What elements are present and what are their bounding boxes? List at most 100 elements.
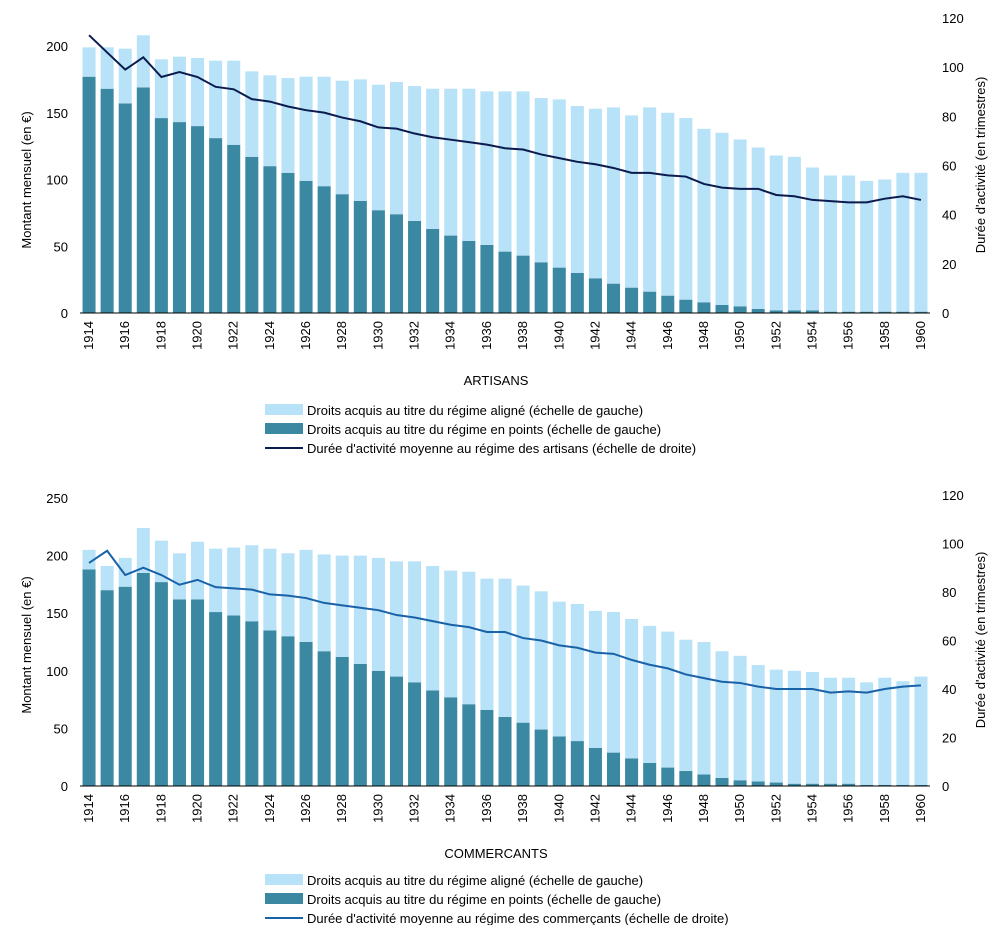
panel-2-line-series [88, 549, 922, 694]
panel-2-bar-aligned-1935 [462, 571, 476, 705]
panel-1-bar-points-1951 [751, 309, 765, 313]
panel-2-bar-aligned-1950 [733, 655, 747, 781]
panel-1-bar-points-1942 [588, 278, 602, 313]
panel-1-legend-entry: Durée d'activité moyenne au régime des a… [307, 441, 696, 456]
panel-2-bar-aligned-1953 [787, 670, 801, 784]
panel-2-bar-points-1958 [878, 784, 892, 786]
panel-1-bar-aligned-1948 [697, 128, 711, 303]
panel-2-bar-points-1920 [191, 599, 205, 786]
panel-1-bar-points-1925 [281, 172, 295, 313]
panel-1-y-right-axis-label: Durée d'activité (en trimestres) [973, 77, 988, 254]
panel-2-x-tick-label: 1950 [732, 794, 747, 823]
panel-1-y-right-tick-label: 120 [942, 11, 964, 26]
panel-2-bar-aligned-1951 [751, 665, 765, 782]
panel-2-bar-points-1939 [534, 729, 548, 786]
panel-1-bar-aligned-1946 [661, 112, 675, 296]
panel-2-bar-aligned-1948 [697, 642, 711, 775]
panel-2-bar-aligned-1934 [444, 570, 458, 698]
panel-2-bar-aligned-1918 [154, 540, 168, 583]
panel-1-x-tick-label: 1914 [81, 321, 96, 350]
panel-1-bar-aligned-1918 [154, 59, 168, 119]
panel-2-bar-points-1915 [100, 590, 114, 786]
panel-2-bar-points-1936 [480, 709, 494, 786]
panel-1-bar-aligned-1942 [588, 108, 602, 279]
panel-1-bar-points-1939 [534, 262, 548, 313]
panel-1-bar-points-1944 [625, 287, 639, 313]
panel-1-x-tick-label: 1944 [624, 321, 639, 350]
panel-1-bar-aligned-1936 [480, 91, 494, 245]
panel-1-bar-aligned-1917 [136, 35, 150, 88]
panel-2-bar-aligned-1926 [299, 549, 313, 642]
panel-2-x-tick-label: 1954 [804, 794, 819, 823]
panel-2-x-tick-label: 1932 [407, 794, 422, 823]
panel-1-x-tick-label: 1936 [479, 321, 494, 350]
panel-1-bar-points-1947 [679, 299, 693, 313]
panel-2-y-right-tick-label: 120 [942, 488, 964, 503]
panel-1-bar-aligned-1923 [245, 71, 259, 157]
panel-2-y-tick-label: 50 [54, 721, 68, 736]
panel-2-bar-points-1925 [281, 636, 295, 786]
panel-1-bar-points-1933 [426, 228, 440, 313]
panel-2-y-tick-label: 250 [46, 491, 68, 506]
panel-2-x-tick-label: 1952 [768, 794, 783, 823]
panel-2-x-tick-label: 1918 [153, 794, 168, 823]
panel-2-bar-aligned-1940 [552, 601, 566, 737]
panel-2-y-right-tick-label: 80 [942, 585, 956, 600]
panel-1-x-tick-label: 1950 [732, 321, 747, 350]
panel-1-bar-points-1949 [715, 304, 729, 313]
panel-2-bar-points-1919 [172, 599, 186, 786]
panel-2-bar-points-1953 [787, 783, 801, 786]
panel-2-bar-aligned-1929 [353, 555, 367, 664]
panel-2-x-tick-label: 1958 [877, 794, 892, 823]
panel-1-bar-aligned-1939 [534, 98, 548, 263]
panel-2-bar-aligned-1917 [136, 527, 150, 573]
panel-2-y-right-tick-label: 60 [942, 634, 956, 649]
panel-2-bar-aligned-1916 [118, 557, 132, 587]
panel-1-x-tick-label: 1958 [877, 321, 892, 350]
panel-2-y-right-axis-label: Durée d'activité (en trimestres) [973, 552, 988, 729]
panel-2-legend-entry: Durée d'activité moyenne au régime des c… [307, 911, 729, 925]
panel-1-line-series [88, 34, 922, 204]
panel-1-bar-aligned-1960 [914, 172, 928, 312]
panel-1-bar-points-1938 [516, 255, 530, 313]
panel-2-bar-points-1955 [824, 783, 838, 786]
panel-1-bar-points-1952 [769, 310, 783, 313]
panel-1-bar-points-1935 [462, 240, 476, 313]
panel-1-bar-aligned-1945 [643, 107, 657, 292]
panel-1-y-tick-label: 0 [61, 306, 68, 321]
panel-2-bar-points-1924 [263, 630, 277, 786]
panel-1-x-tick-label: 1928 [334, 321, 349, 350]
panel-1-x-tick-label: 1942 [587, 321, 602, 350]
panel-1-x-tick-label: 1922 [226, 321, 241, 350]
panel-2-bar-aligned-1959 [896, 681, 910, 785]
panel-2-bar-aligned-1937 [498, 578, 512, 717]
panel-2-bar-points-1941 [570, 741, 584, 786]
panel-2-x-tick-label: 1934 [443, 794, 458, 823]
panel-2-bar-points-1945 [643, 762, 657, 786]
panel-1-bar-points-1937 [498, 251, 512, 313]
panel-1-bar-aligned-1952 [769, 155, 783, 311]
panel-1-bar-points-1919 [172, 122, 186, 313]
panel-1-y-axis-label: Montant mensuel (en €) [19, 111, 34, 248]
panel-1-legend-entry: Droits acquis au titre du régime aligné … [307, 403, 643, 418]
panel-1-bar-points-1957 [860, 311, 874, 313]
panel-1-bar-aligned-1922 [227, 60, 241, 145]
panel-1-x-tick-label: 1954 [804, 321, 819, 350]
panel-1-x-tick-label: 1948 [696, 321, 711, 350]
panel-1-bar-aligned-1956 [842, 175, 856, 312]
panel-2-bar-aligned-1958 [878, 677, 892, 785]
panel-1-bar-points-1917 [136, 87, 150, 313]
panel-2-x-tick-label: 1948 [696, 794, 711, 823]
panel-1-bar-aligned-1930 [371, 84, 385, 211]
panel-2-bar-points-1938 [516, 722, 530, 786]
panel-1-bar-points-1946 [661, 295, 675, 313]
panel-1-bar-points-1936 [480, 244, 494, 313]
panel-2-bar-points-1949 [715, 777, 729, 786]
panel-1-bar-points-1960 [914, 311, 928, 313]
panel-1-bar-aligned-1950 [733, 139, 747, 307]
panel-2-x-tick-label: 1936 [479, 794, 494, 823]
panel-1-y-right-tick-label: 20 [942, 257, 956, 272]
panel-1-bar-points-1958 [878, 311, 892, 313]
panel-1-bar-points-1934 [444, 235, 458, 313]
panel-1-y-right-tick-label: 100 [942, 60, 964, 75]
